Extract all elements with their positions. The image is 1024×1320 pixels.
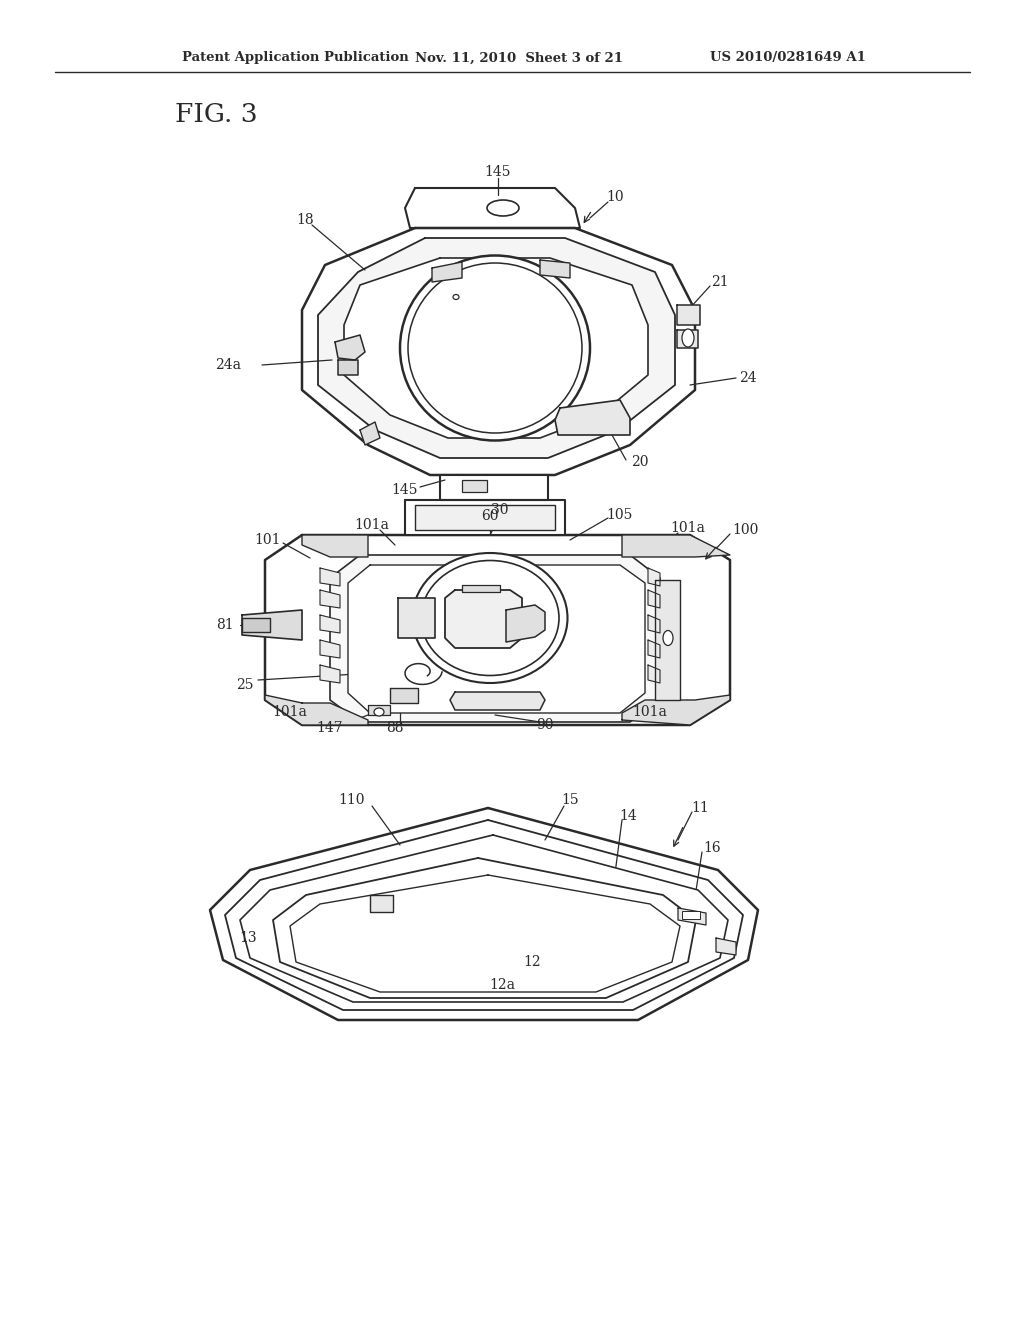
Text: 90: 90 — [537, 718, 554, 733]
Polygon shape — [450, 692, 545, 710]
Polygon shape — [432, 261, 462, 282]
Text: FIG. 3: FIG. 3 — [175, 103, 258, 128]
Text: 101a: 101a — [671, 521, 706, 535]
Text: 24: 24 — [739, 371, 757, 385]
Polygon shape — [338, 360, 358, 375]
Text: 30: 30 — [492, 503, 509, 517]
Polygon shape — [319, 568, 340, 586]
Polygon shape — [506, 605, 545, 642]
Ellipse shape — [682, 329, 694, 347]
Text: 12: 12 — [523, 954, 541, 969]
Polygon shape — [319, 640, 340, 657]
Ellipse shape — [487, 201, 519, 216]
Ellipse shape — [413, 553, 567, 682]
Polygon shape — [368, 705, 390, 715]
Text: 11: 11 — [691, 801, 709, 814]
Polygon shape — [242, 610, 302, 640]
Text: 101a: 101a — [633, 705, 668, 719]
Polygon shape — [290, 875, 680, 993]
Polygon shape — [440, 475, 548, 500]
Bar — [682, 911, 700, 919]
Polygon shape — [648, 590, 660, 609]
Polygon shape — [398, 598, 435, 638]
Ellipse shape — [400, 256, 590, 441]
Polygon shape — [677, 305, 700, 325]
Text: 10: 10 — [606, 190, 624, 205]
Ellipse shape — [421, 561, 559, 676]
Text: Patent Application Publication: Patent Application Publication — [182, 51, 409, 65]
Text: 16: 16 — [703, 841, 721, 855]
Polygon shape — [462, 585, 500, 591]
Polygon shape — [210, 808, 758, 1020]
Polygon shape — [655, 579, 680, 700]
Text: 101a: 101a — [272, 705, 307, 719]
Text: 12a: 12a — [489, 978, 515, 993]
Polygon shape — [319, 665, 340, 682]
Polygon shape — [622, 696, 730, 725]
Polygon shape — [445, 590, 522, 648]
Text: 110: 110 — [339, 793, 366, 807]
Polygon shape — [360, 422, 380, 445]
Polygon shape — [648, 568, 660, 586]
Text: 25: 25 — [237, 678, 254, 692]
Polygon shape — [348, 565, 645, 713]
Text: 147: 147 — [316, 721, 343, 735]
Text: 145: 145 — [484, 165, 511, 180]
Text: 15: 15 — [561, 793, 579, 807]
Text: 21: 21 — [712, 275, 729, 289]
Ellipse shape — [374, 708, 384, 715]
Text: 88: 88 — [386, 721, 403, 735]
Polygon shape — [390, 688, 418, 704]
Polygon shape — [225, 820, 743, 1010]
Polygon shape — [335, 335, 365, 360]
Polygon shape — [406, 187, 580, 228]
Polygon shape — [622, 535, 730, 557]
Polygon shape — [273, 858, 696, 998]
Ellipse shape — [453, 294, 459, 300]
Text: US 2010/0281649 A1: US 2010/0281649 A1 — [710, 51, 866, 65]
Polygon shape — [716, 939, 736, 954]
Text: Nov. 11, 2010  Sheet 3 of 21: Nov. 11, 2010 Sheet 3 of 21 — [415, 51, 623, 65]
Polygon shape — [540, 260, 570, 279]
Polygon shape — [302, 535, 368, 557]
Text: 101: 101 — [255, 533, 282, 546]
Text: 18: 18 — [296, 213, 313, 227]
Polygon shape — [648, 615, 660, 634]
Polygon shape — [678, 908, 706, 925]
Polygon shape — [265, 535, 730, 725]
Polygon shape — [406, 500, 565, 535]
Ellipse shape — [408, 263, 582, 433]
Polygon shape — [302, 228, 695, 475]
Text: 24a: 24a — [215, 358, 241, 372]
Text: 145: 145 — [392, 483, 418, 498]
Text: 81: 81 — [216, 618, 233, 632]
Polygon shape — [240, 836, 728, 1002]
Bar — [415, 506, 555, 531]
Polygon shape — [555, 400, 630, 436]
Polygon shape — [677, 330, 698, 348]
Text: 105: 105 — [607, 508, 633, 521]
Polygon shape — [265, 696, 368, 725]
Polygon shape — [242, 618, 270, 632]
Text: 14: 14 — [620, 809, 637, 822]
Polygon shape — [318, 238, 675, 458]
Polygon shape — [330, 554, 660, 722]
Bar — [462, 480, 487, 492]
Text: 13: 13 — [240, 931, 257, 945]
Text: 101a: 101a — [354, 517, 389, 532]
Polygon shape — [319, 590, 340, 609]
Polygon shape — [648, 640, 660, 657]
Text: 20: 20 — [631, 455, 649, 469]
Ellipse shape — [663, 631, 673, 645]
Text: 60: 60 — [481, 510, 499, 523]
Polygon shape — [319, 615, 340, 634]
Polygon shape — [648, 665, 660, 682]
Polygon shape — [344, 257, 648, 438]
Text: 100: 100 — [732, 523, 758, 537]
Polygon shape — [370, 895, 393, 912]
